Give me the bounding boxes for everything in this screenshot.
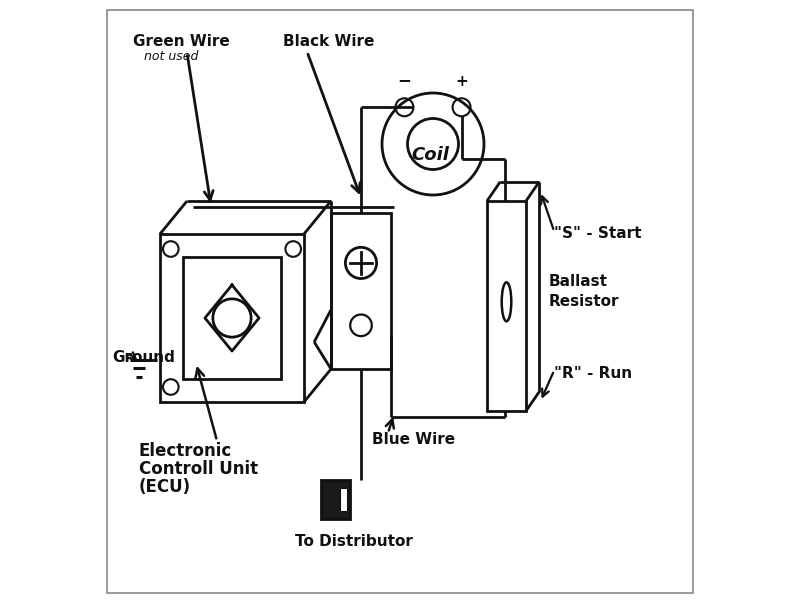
Text: not used: not used (145, 50, 198, 64)
Text: −: − (398, 71, 411, 89)
Text: Blue Wire: Blue Wire (372, 432, 455, 446)
Text: Resistor: Resistor (548, 294, 618, 310)
Text: Controll Unit: Controll Unit (139, 460, 258, 478)
Bar (160, 234, 304, 402)
Text: "R" - Run: "R" - Run (554, 365, 632, 380)
Text: Electronic: Electronic (139, 442, 232, 460)
Text: Coil: Coil (411, 146, 449, 164)
Text: Ground: Ground (112, 349, 175, 364)
Text: Black Wire: Black Wire (283, 34, 374, 49)
Text: +: + (455, 74, 468, 89)
Bar (340, 488, 346, 511)
Bar (182, 257, 282, 379)
Bar (487, 201, 526, 411)
Text: (ECU): (ECU) (139, 478, 191, 496)
Text: To Distributor: To Distributor (295, 534, 413, 550)
Bar (331, 213, 391, 369)
Text: Green Wire: Green Wire (133, 34, 230, 49)
Bar (321, 480, 350, 519)
Text: Ballast: Ballast (548, 275, 607, 289)
Text: "S" - Start: "S" - Start (554, 226, 642, 241)
